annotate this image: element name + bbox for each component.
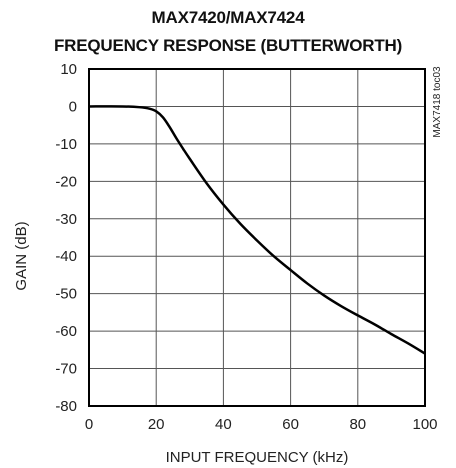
x-tick-label: 40 xyxy=(215,416,232,433)
x-tick-label: 100 xyxy=(412,416,437,433)
grid xyxy=(89,69,425,406)
x-tick-label: 60 xyxy=(282,416,299,433)
x-tick-label: 20 xyxy=(148,416,165,433)
x-axis-label: INPUT FREQUENCY (kHz) xyxy=(166,449,349,466)
y-tick-label: 10 xyxy=(60,61,77,78)
x-tick-label: 80 xyxy=(349,416,366,433)
y-tick-label: -70 xyxy=(55,361,77,378)
y-tick-label: -60 xyxy=(55,323,77,340)
chart-title-line-1: MAX7420/MAX7424 xyxy=(151,8,305,27)
series-layer xyxy=(88,105,426,355)
y-tick-label: -10 xyxy=(55,136,77,153)
y-tick-label: -50 xyxy=(55,286,77,303)
y-tick-label: -30 xyxy=(55,211,77,228)
chart-title-line-2: FREQUENCY RESPONSE (BUTTERWORTH) xyxy=(53,36,403,55)
y-tick-label: -80 xyxy=(55,398,77,415)
y-axis-label: GAIN (dB) xyxy=(13,221,30,290)
gain-curve xyxy=(88,105,426,355)
figure-id-annotation: MAX7418 toc03 xyxy=(432,66,443,138)
plot-border xyxy=(88,68,426,407)
y-tick-label: -20 xyxy=(55,173,77,190)
y-tick-label: -40 xyxy=(55,248,77,265)
plot-frame xyxy=(88,68,426,407)
x-tick-label: 0 xyxy=(85,416,93,433)
y-tick-label: 0 xyxy=(69,98,77,115)
